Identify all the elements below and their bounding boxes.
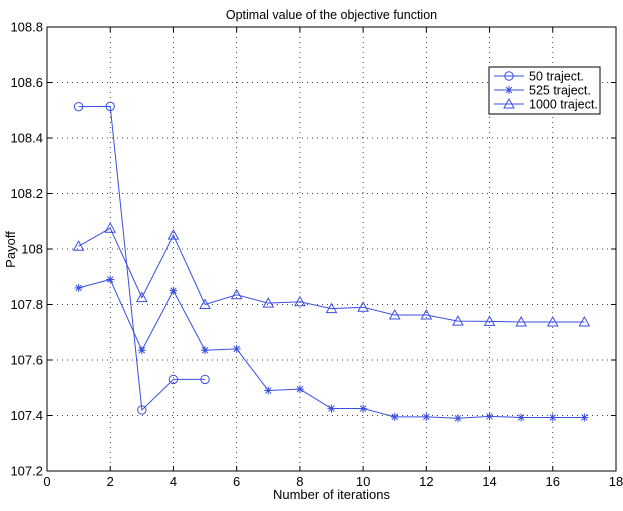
star-marker <box>74 283 83 292</box>
circle-marker <box>73 101 84 112</box>
star-marker <box>295 385 304 394</box>
x-tick-label: 8 <box>296 474 303 489</box>
legend-label: 1000 traject. <box>529 98 598 112</box>
legend-item: 525 traject. <box>494 84 591 98</box>
star-marker <box>232 344 241 353</box>
series-circle <box>73 101 210 415</box>
triangle-marker <box>503 97 515 109</box>
triangle-marker <box>294 295 306 307</box>
legend-item: 1000 traject. <box>494 98 598 112</box>
y-tick-label: 107.2 <box>10 464 43 479</box>
x-tick-label: 0 <box>43 474 50 489</box>
y-tick-label: 108.2 <box>10 186 43 201</box>
series-line <box>78 105 206 412</box>
x-tick-label: 6 <box>233 474 240 489</box>
star-marker <box>390 412 399 421</box>
triangle-marker <box>135 291 148 303</box>
star-marker <box>580 413 589 422</box>
y-tick-label: 107.6 <box>10 353 43 368</box>
legend-label: 525 traject. <box>529 84 591 98</box>
circle-marker <box>105 101 115 112</box>
star-marker <box>137 346 146 355</box>
star-marker <box>327 404 336 413</box>
circle-marker <box>137 405 147 415</box>
triangle-marker <box>357 301 369 312</box>
triangle-marker <box>388 309 401 320</box>
triangle-marker <box>515 315 528 327</box>
y-axis-label: Payoff <box>3 231 18 268</box>
x-tick-label: 14 <box>482 474 496 489</box>
triangle-marker <box>230 288 243 300</box>
star-marker <box>422 412 431 421</box>
x-tick-label: 4 <box>170 474 177 489</box>
x-tick-label: 16 <box>546 474 560 489</box>
series-star <box>74 275 589 423</box>
star-marker <box>359 404 368 413</box>
y-tick-label: 108.8 <box>10 20 43 35</box>
triangle-marker <box>325 302 338 314</box>
triangle-marker <box>262 297 275 308</box>
star-marker <box>505 86 513 94</box>
star-marker <box>548 413 557 422</box>
triangle-marker <box>104 222 117 233</box>
x-tick-label: 12 <box>419 474 433 489</box>
series-triangle <box>72 222 591 327</box>
axis-ticks: 0 2 4 6 8 10 12 14 16 18 107.2 107.4 107.6 107.8 108 10… <box>10 20 623 490</box>
star-marker <box>169 286 178 295</box>
circle-marker <box>168 374 179 385</box>
y-tick-label: 107.4 <box>10 408 43 423</box>
triangle-marker <box>452 315 464 326</box>
series-line <box>78 227 585 323</box>
star-marker <box>201 346 210 355</box>
star-marker <box>264 386 273 395</box>
triangle-marker <box>578 315 591 327</box>
star-marker <box>453 414 462 423</box>
circle-marker <box>200 374 210 385</box>
legend-label: 50 traject. <box>529 70 584 84</box>
triangle-marker <box>72 240 85 251</box>
triangle-marker <box>546 315 559 327</box>
chart-title: Optimal value of the objective function <box>226 8 437 22</box>
x-tick-label: 18 <box>609 474 623 489</box>
x-tick-label: 10 <box>356 474 370 489</box>
star-marker <box>517 413 526 422</box>
y-tick-label: 108.6 <box>10 75 43 90</box>
star-marker <box>106 275 115 284</box>
circle-marker <box>504 71 514 81</box>
triangle-marker <box>199 298 211 309</box>
y-tick-label: 107.8 <box>10 297 43 312</box>
y-tick-label: 108.4 <box>10 131 43 146</box>
grid-lines <box>47 27 616 471</box>
legend: 50 traject.525 traject.1000 traject. <box>488 66 601 115</box>
series-layer <box>72 101 591 423</box>
legend-item: 50 traject. <box>494 70 584 84</box>
star-marker <box>485 412 494 421</box>
triangle-marker <box>420 309 433 320</box>
y-tick-label: 108 <box>21 242 43 257</box>
x-axis-label: Number of iterations <box>273 487 391 502</box>
x-tick-label: 2 <box>107 474 114 489</box>
triangle-marker <box>483 315 496 326</box>
triangle-marker <box>167 229 180 240</box>
